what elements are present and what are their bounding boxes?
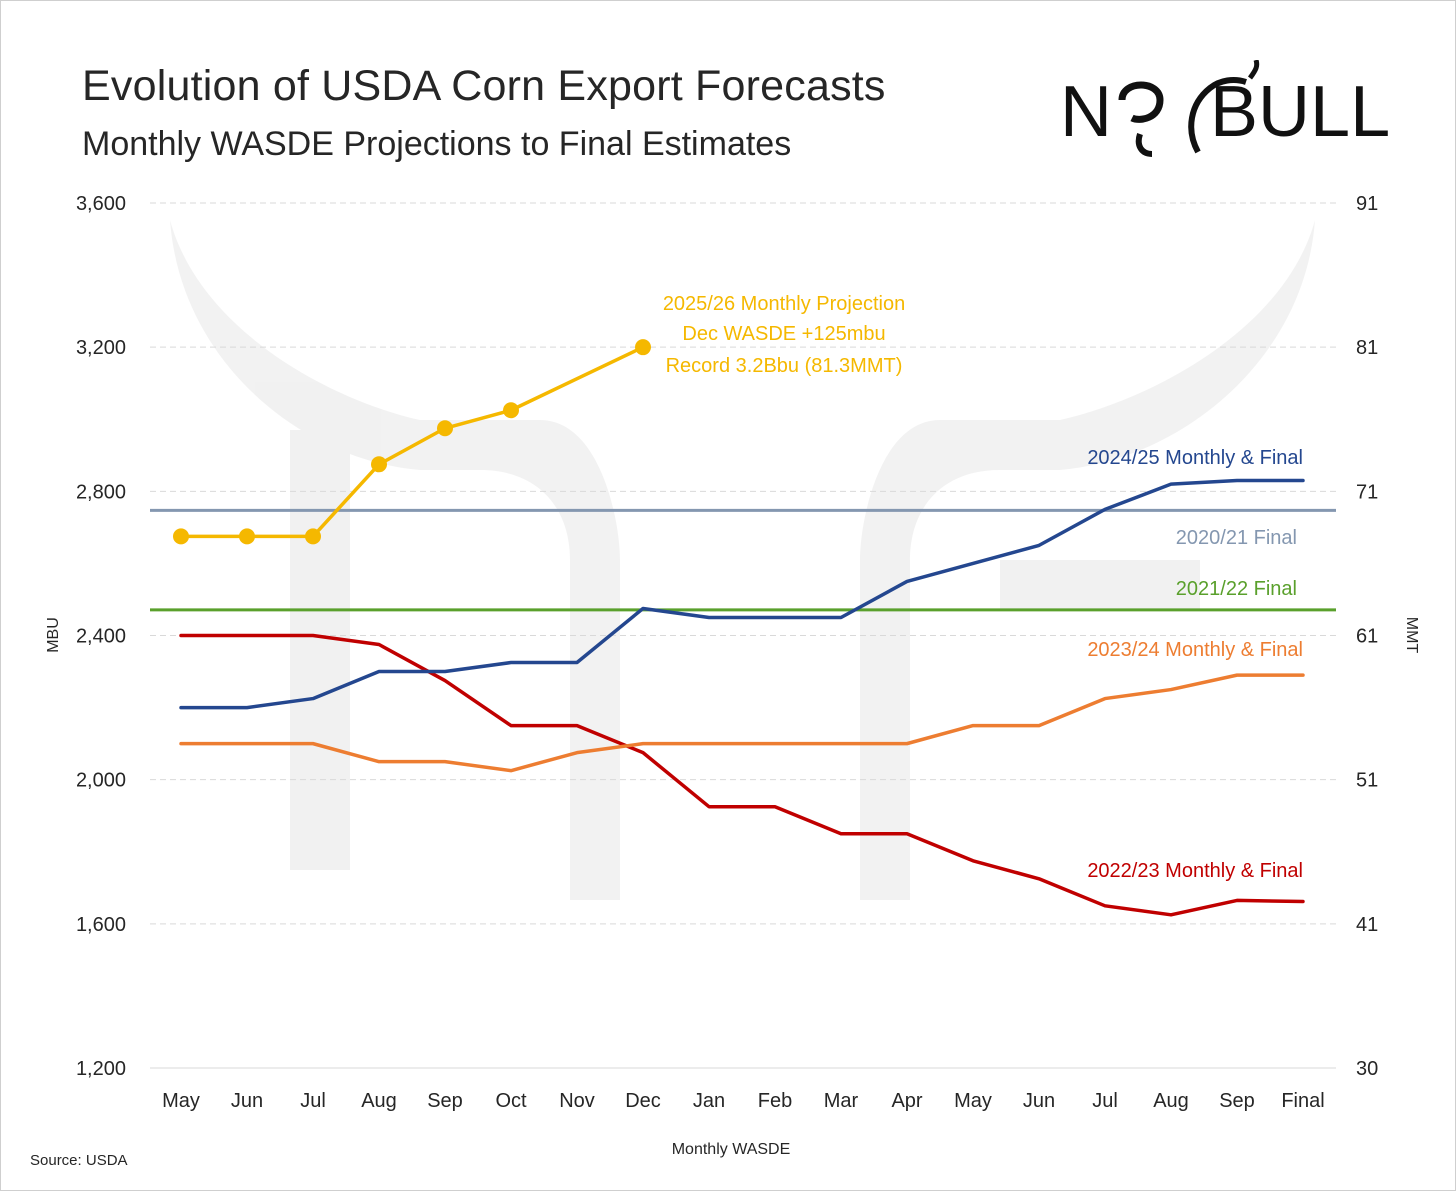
reference-lines: [150, 508, 1336, 612]
series-label-2022: 2022/23 Monthly & Final: [1087, 860, 1303, 882]
y-axis-left-title: MBU: [45, 617, 62, 653]
y-tick-label: 2,400: [76, 626, 126, 648]
x-tick-label: Apr: [891, 1090, 922, 1112]
bull-horns-logo-icon: N BULL: [1060, 59, 1390, 157]
annotation-2025-line1: 2025/26 Monthly Projection: [663, 293, 905, 315]
y-tick-label: 2,800: [76, 481, 126, 503]
source-note: Source: USDA: [30, 1152, 128, 1169]
series-line-s2022: [179, 633, 1305, 917]
series-line-s2023: [179, 673, 1305, 773]
x-tick-label: May: [954, 1090, 992, 1112]
series-label-2024: 2024/25 Monthly & Final: [1087, 447, 1303, 469]
series-markers: [173, 339, 651, 545]
x-tick-label: Final: [1281, 1090, 1324, 1112]
x-tick-label: Sep: [427, 1090, 463, 1112]
x-tick-label: Sep: [1219, 1090, 1255, 1112]
y-axis-right-ticks: 30 41 51 61 71 81 91: [1356, 193, 1378, 1080]
x-axis-ticks: May Jun Jul Aug Sep Oct Nov Dec Jan Feb Mar Apr May J…: [162, 1090, 1325, 1112]
data-point-s2025: [239, 528, 255, 545]
y2-tick-label: 81: [1356, 337, 1378, 359]
data-point-s2025: [305, 528, 321, 545]
y2-tick-label: 71: [1356, 481, 1378, 503]
data-point-s2025: [371, 456, 387, 473]
no-bull-logo: N BULL: [1060, 59, 1390, 160]
x-tick-label: Jun: [1023, 1090, 1055, 1112]
x-tick-label: Jan: [693, 1090, 725, 1112]
y-tick-label: 1,200: [76, 1058, 126, 1080]
reference-label-2020: 2020/21 Final: [1176, 527, 1297, 549]
y-tick-label: 1,600: [76, 914, 126, 936]
svg-text:BULL: BULL: [1210, 72, 1390, 152]
y-axis-right-title: MMT: [1403, 617, 1420, 654]
reference-label-2021: 2021/22 Final: [1176, 578, 1297, 600]
y-tick-label: 3,600: [76, 193, 126, 215]
x-tick-label: Jul: [300, 1090, 326, 1112]
svg-text:N: N: [1060, 72, 1112, 152]
y2-tick-label: 91: [1356, 193, 1378, 215]
data-point-s2025: [437, 420, 453, 437]
x-tick-label: Nov: [559, 1090, 595, 1112]
y2-tick-label: 51: [1356, 770, 1378, 792]
x-tick-label: Mar: [824, 1090, 859, 1112]
x-tick-label: Oct: [495, 1090, 527, 1112]
x-tick-label: Aug: [1153, 1090, 1189, 1112]
series-line-s2024: [179, 478, 1305, 710]
gridlines: [150, 202, 1336, 1069]
x-axis-title: Monthly WASDE: [672, 1141, 791, 1158]
y-tick-label: 2,000: [76, 770, 126, 792]
data-point-s2025: [173, 528, 189, 545]
data-point-s2025: [635, 339, 651, 356]
annotation-2025-line2: Dec WASDE +125mbu: [682, 323, 885, 345]
x-tick-label: Jun: [231, 1090, 263, 1112]
x-tick-label: Jul: [1092, 1090, 1118, 1112]
chart-title: Evolution of USDA Corn Export Forecasts: [82, 62, 886, 110]
y-tick-label: 3,200: [76, 337, 126, 359]
x-tick-label: Dec: [625, 1090, 661, 1112]
x-tick-label: Feb: [758, 1090, 792, 1112]
annotation-2025-line3: Record 3.2Bbu (81.3MMT): [666, 355, 903, 377]
y-axis-left-ticks: 1,200 1,600 2,000 2,400 2,800 3,200 3,600: [76, 193, 126, 1080]
x-tick-label: Aug: [361, 1090, 397, 1112]
watermark: [170, 220, 1315, 900]
chart-subtitle: Monthly WASDE Projections to Final Estim…: [82, 125, 792, 163]
x-tick-label: May: [162, 1090, 200, 1112]
y2-tick-label: 41: [1356, 914, 1378, 936]
y2-tick-label: 30: [1356, 1058, 1378, 1080]
data-point-s2025: [503, 402, 519, 419]
y2-tick-label: 61: [1356, 626, 1378, 648]
series-label-2023: 2023/24 Monthly & Final: [1087, 639, 1303, 661]
